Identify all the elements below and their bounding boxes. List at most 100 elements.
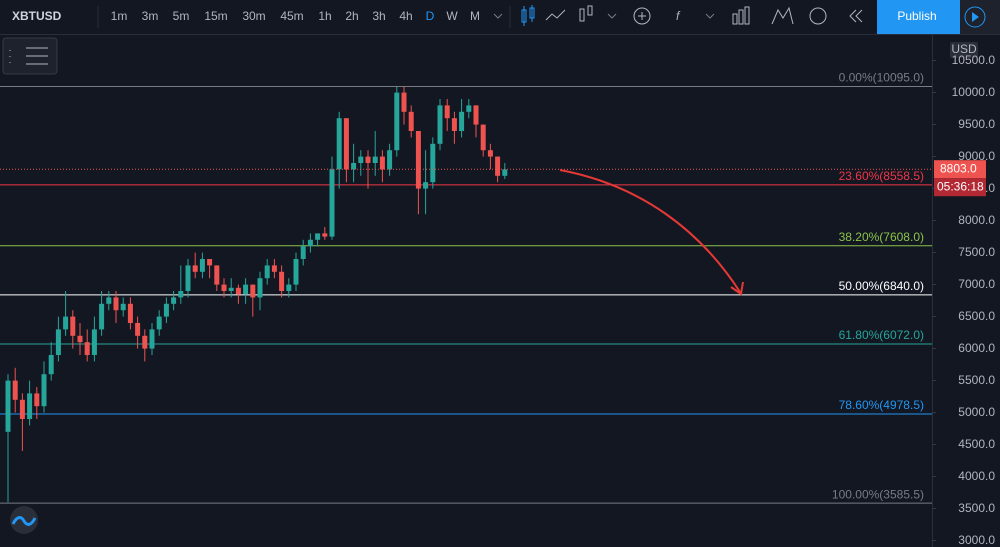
logo-wave [11,516,37,526]
interval-button[interactable]: 1h [318,9,331,23]
candle-body [12,380,18,400]
interval-button[interactable]: 15m [204,9,227,23]
candle-body [401,92,407,112]
candle-body [250,284,256,298]
alert-icon[interactable] [809,7,827,25]
indicators-button[interactable]: f [676,9,681,23]
interval-button[interactable]: 45m [280,9,303,23]
candle-body [156,316,162,330]
interval-button[interactable]: 30m [242,9,265,23]
candle-style-icon[interactable] [521,5,535,26]
publish-label: Publish [897,9,936,23]
candle-body [394,92,400,151]
interval-button[interactable]: 1m [111,9,128,23]
candle-body [286,284,292,291]
interval-button[interactable]: 3h [372,9,385,23]
candle-body [315,233,321,240]
candle-body [502,169,508,176]
y-tick-label: 10000.0 [952,85,996,99]
candle-body [459,111,465,131]
symbol[interactable]: XBTUSD [12,9,62,23]
candle-body [243,284,249,295]
interval-dropdown[interactable] [493,13,503,19]
compare-icon [638,12,646,20]
candle-body [358,156,364,163]
candle-body [142,335,148,349]
candle-body [415,131,421,189]
candle-body [5,380,11,432]
fib-label: 38.20%(7608.0) [839,230,924,244]
interval-button[interactable]: W [446,9,458,23]
candle-body [228,287,234,291]
candle-body [84,342,90,355]
last-price-label: 8803.0 [940,161,977,175]
candle-body [207,259,213,266]
candle-body [178,291,184,298]
interval-button[interactable]: 4h [399,9,412,23]
candle-body [343,118,349,170]
candle-body [430,143,436,183]
currency-label: USD [951,42,977,56]
compare-button[interactable] [633,7,651,25]
candle-body [423,182,429,189]
interval-button[interactable]: 5m [173,9,190,23]
candle-body [372,156,378,163]
countdown-label: 05:36:18 [937,179,984,193]
candle-body [264,265,270,279]
candle-body [279,271,285,291]
fib-label: 0.00%(10095.0) [839,71,924,85]
candle-body [41,374,47,407]
publish-button[interactable] [877,0,960,34]
line-style-icon[interactable] [545,9,566,21]
drawing-toolbar-icon [9,47,48,65]
y-tick-label: 4500.0 [958,437,995,451]
candle-body [113,297,119,311]
interval-button[interactable]: M [470,9,480,23]
y-tick-label: 7000.0 [958,277,995,291]
y-tick-label: 3500.0 [958,501,995,515]
fib-label: 61.80%(6072.0) [839,328,924,342]
interval-button[interactable]: D [426,9,435,23]
y-tick-label: 4000.0 [958,469,995,483]
candle-body [99,303,105,330]
countdown-box [934,178,986,197]
y-tick-label: 9000.0 [958,149,995,163]
replay-icon[interactable] [849,9,863,23]
templates-icon[interactable] [771,6,794,25]
candle-body [27,393,33,419]
fib-label: 23.60%(8558.5) [839,169,924,183]
y-tick-label: 9500.0 [958,117,995,131]
candle-body [48,355,54,375]
arrow-head [730,281,744,296]
candle-body [19,399,25,419]
dropdown[interactable] [705,13,715,19]
candle-body [70,316,76,336]
candle-body [199,259,205,272]
candle-body [257,278,263,298]
candle-body [487,150,493,157]
candle-body [451,118,457,131]
toolbar [0,0,1000,34]
plot: 0.00%(10095.0) 23.60%(8558.5) 38.20%(7608.… [0,71,932,504]
candle-body [171,297,177,304]
drawn-arrow [559,169,741,293]
interval-button[interactable]: 2h [345,9,358,23]
y-tick-label: 10500.0 [952,53,996,67]
candle-body [235,287,241,295]
interval-button[interactable]: 3m [142,9,159,23]
candle-body [437,105,443,144]
fib-label: 100.00%(3585.5) [832,487,924,501]
candle-body [214,265,220,285]
panel-toggle[interactable] [960,0,1000,34]
dropdown[interactable] [607,13,617,19]
candle-body [55,329,61,355]
y-tick-label: 5000.0 [958,405,995,419]
candle-body [149,329,155,349]
financials-icon[interactable] [732,6,750,25]
candle-body [221,284,227,291]
bar-style-icon[interactable] [579,5,593,22]
candle-body [466,105,472,112]
candle-body [185,265,191,291]
